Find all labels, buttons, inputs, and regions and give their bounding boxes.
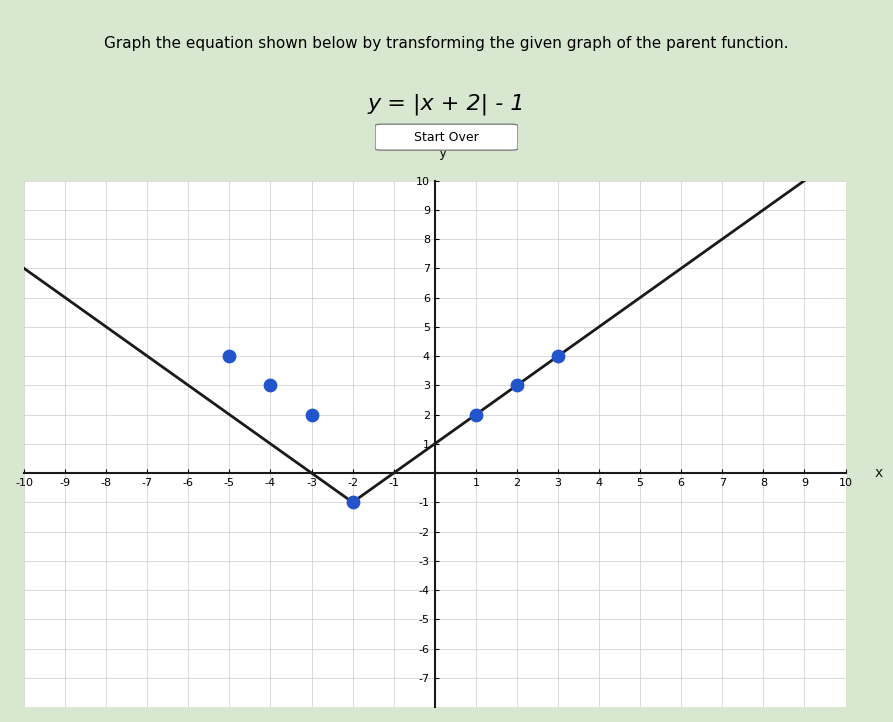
Text: x: x [874, 466, 882, 480]
Point [469, 409, 483, 420]
FancyBboxPatch shape [375, 124, 518, 150]
Point [222, 350, 237, 362]
Text: Graph the equation shown below by transforming the given graph of the parent fun: Graph the equation shown below by transf… [104, 36, 789, 51]
Point [551, 350, 565, 362]
Point [346, 497, 360, 508]
Point [263, 380, 278, 391]
Point [305, 409, 319, 420]
Text: y: y [438, 146, 447, 160]
Point [510, 380, 524, 391]
Text: y = |x + 2| - 1: y = |x + 2| - 1 [368, 94, 525, 116]
Text: Start Over: Start Over [414, 131, 479, 144]
